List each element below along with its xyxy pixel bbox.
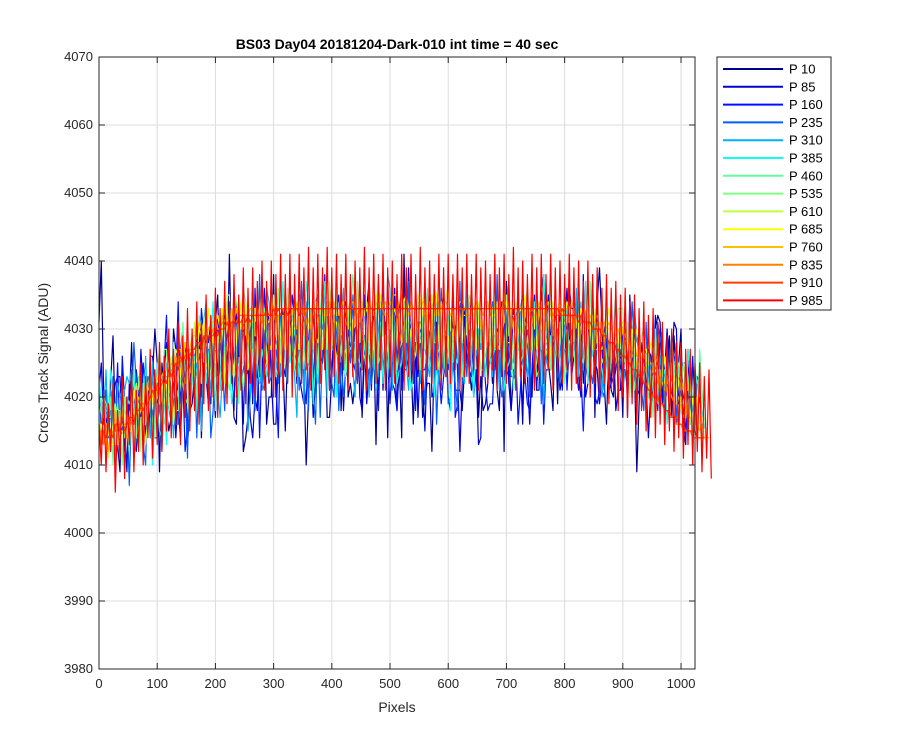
y-axis-label: Cross Track Signal (ADU) — [35, 283, 51, 443]
series-line-p-385 — [98, 274, 705, 466]
legend-label: P 310 — [789, 133, 823, 148]
axes-box — [98, 56, 696, 670]
y-tick-label: 4020 — [64, 389, 93, 404]
x-tick-label: 900 — [612, 676, 634, 691]
x-tick-label: 200 — [205, 676, 227, 691]
legend-label: P 460 — [789, 168, 823, 183]
legend-label: P 760 — [789, 240, 823, 255]
x-tick-label: 700 — [496, 676, 518, 691]
y-tick-label: 4060 — [64, 117, 93, 132]
y-tick-label: 3990 — [64, 593, 93, 608]
legend-label: P 85 — [789, 79, 816, 94]
legend-label: P 610 — [789, 204, 823, 219]
y-tick-label: 4000 — [64, 525, 93, 540]
series-layer — [98, 246, 712, 493]
series-line-p-985 — [98, 246, 712, 493]
legend-label: P 235 — [789, 115, 823, 130]
x-tick-label: 800 — [554, 676, 576, 691]
legend-label: P 535 — [789, 186, 823, 201]
y-tick-label: 4040 — [64, 253, 93, 268]
legend-label: P 385 — [789, 151, 823, 166]
chart-title: BS03 Day04 20181204-Dark-010 int time = … — [236, 36, 559, 52]
legend-label: P 910 — [789, 275, 823, 290]
y-tick-label: 3980 — [64, 661, 93, 676]
x-axis-label: Pixels — [378, 699, 415, 715]
y-tick-label: 4070 — [64, 49, 93, 64]
x-tick-label: 500 — [379, 676, 401, 691]
legend-box — [716, 56, 832, 311]
legend: P 10 P 85 P 160 P 235 P 310 P 385 P 460 P 535 P … — [716, 56, 832, 311]
legend-label: P 10 — [789, 62, 816, 77]
ticks: 0 100 200 300 400 500 600 700 800 900 1000 3980 3990… — [64, 49, 695, 691]
y-tick-label: 4010 — [64, 457, 93, 472]
x-tick-label: 100 — [146, 676, 168, 691]
x-tick-label: 400 — [321, 676, 343, 691]
y-tick-label: 4050 — [64, 185, 93, 200]
x-tick-label: 1000 — [667, 676, 696, 691]
x-tick-label: 600 — [437, 676, 459, 691]
legend-label: P 160 — [789, 97, 823, 112]
legend-label: P 985 — [789, 293, 823, 308]
legend-label: P 685 — [789, 222, 823, 237]
x-tick-label: 300 — [263, 676, 285, 691]
y-tick-label: 4030 — [64, 321, 93, 336]
legend-label: P 835 — [789, 257, 823, 272]
x-tick-label: 0 — [95, 676, 102, 691]
